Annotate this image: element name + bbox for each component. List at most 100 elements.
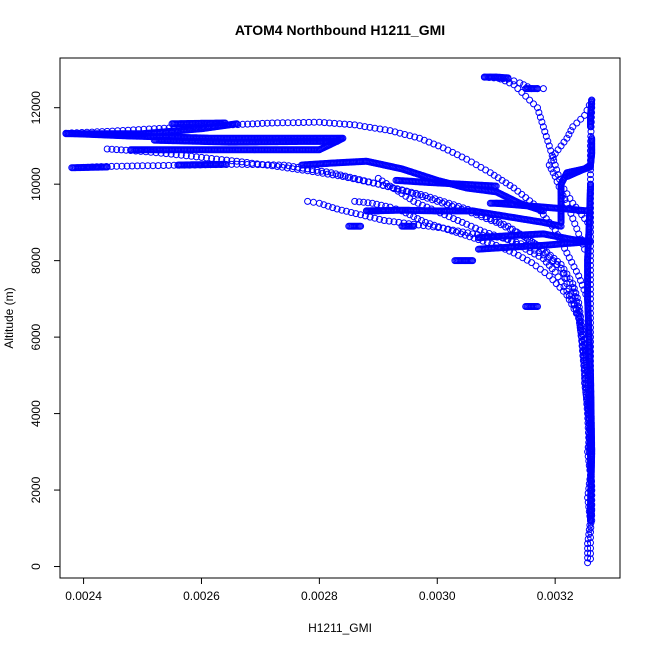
- data-point: [221, 160, 229, 168]
- y-tick-label: 2000: [29, 476, 43, 503]
- data-point: [343, 207, 350, 215]
- data-point: [467, 222, 475, 230]
- data-point: [577, 277, 584, 284]
- data-point: [492, 182, 500, 190]
- data-point: [534, 303, 541, 310]
- data-point: [552, 280, 560, 288]
- y-axis-label: Altitude (m): [2, 287, 16, 348]
- data-point: [339, 173, 347, 180]
- data-point: [430, 140, 438, 148]
- data-point: [243, 159, 251, 166]
- data-point: [118, 162, 126, 170]
- data-point: [438, 199, 446, 207]
- data-point: [573, 119, 581, 127]
- data-point: [425, 138, 433, 146]
- data-point: [341, 120, 349, 128]
- data-point: [294, 165, 301, 173]
- data-point: [368, 199, 376, 207]
- data-point: [309, 168, 317, 176]
- data-point: [133, 162, 141, 170]
- data-point: [588, 134, 596, 142]
- data-point: [248, 159, 256, 167]
- data-point: [587, 528, 594, 536]
- data-point: [548, 152, 556, 159]
- data-point: [587, 163, 594, 171]
- data-point: [274, 119, 281, 127]
- data-point: [577, 325, 585, 333]
- data-point: [448, 227, 456, 235]
- data-point: [428, 196, 436, 204]
- data-point: [149, 162, 157, 170]
- data-point: [284, 119, 292, 127]
- data-point: [113, 162, 121, 170]
- data-point: [254, 120, 261, 128]
- data-point: [371, 214, 379, 222]
- data-point: [454, 217, 462, 224]
- data-point: [504, 199, 512, 207]
- data-point: [539, 85, 547, 93]
- data-point: [545, 272, 553, 280]
- data-point: [587, 550, 594, 557]
- x-tick-label: 0.0026: [183, 589, 220, 603]
- data-point: [278, 163, 286, 171]
- data-point: [319, 169, 327, 177]
- data-point: [369, 179, 377, 187]
- data-point: [414, 191, 422, 199]
- data-point: [374, 174, 382, 182]
- data-point: [324, 170, 332, 178]
- data-point: [233, 120, 241, 128]
- data-point: [439, 224, 447, 232]
- data-point: [551, 161, 559, 169]
- data-point: [127, 146, 135, 154]
- data-point: [273, 163, 281, 170]
- x-axis-label: H1211_GMI: [308, 621, 372, 635]
- data-point: [463, 220, 471, 228]
- data-point: [347, 209, 355, 216]
- data-point: [458, 218, 466, 226]
- data-point: [518, 190, 526, 198]
- data-point: [532, 262, 540, 270]
- data-point: [333, 205, 341, 213]
- data-point: [406, 132, 414, 140]
- data-point: [423, 194, 431, 202]
- data-point: [409, 189, 417, 197]
- data-point: [268, 162, 276, 170]
- x-tick-label: 0.0028: [301, 589, 338, 603]
- data-point: [258, 119, 266, 127]
- data-point: [570, 284, 578, 292]
- data-point: [457, 230, 465, 238]
- data-point: [310, 118, 318, 126]
- data-point: [466, 233, 474, 241]
- data-point: [352, 210, 360, 218]
- data-point: [450, 215, 457, 223]
- data-point: [327, 169, 335, 177]
- data-point: [549, 276, 557, 284]
- data-point: [359, 177, 367, 185]
- data-point: [198, 153, 205, 161]
- data-point: [346, 121, 354, 128]
- data-point: [570, 288, 578, 296]
- data-point: [534, 104, 541, 112]
- data-point: [366, 123, 374, 131]
- data-point: [545, 142, 553, 150]
- data-point: [364, 199, 372, 207]
- data-point: [588, 96, 596, 104]
- y-tick-label: 6000: [29, 323, 43, 350]
- data-point: [418, 217, 425, 224]
- data-point: [351, 121, 359, 129]
- chart-title: ATOM4 Northbound H1211_GMI: [235, 22, 445, 38]
- y-tick-label: 0: [29, 563, 43, 570]
- data-point: [412, 189, 420, 197]
- y-tick-label: 10000: [29, 167, 43, 201]
- data-point: [376, 125, 384, 133]
- data-point: [360, 198, 368, 206]
- data-point: [356, 122, 364, 130]
- data-point: [577, 332, 585, 340]
- data-point: [430, 221, 438, 229]
- data-point: [522, 92, 530, 100]
- data-point: [165, 161, 173, 169]
- data-point: [544, 254, 552, 262]
- data-point: [587, 171, 594, 179]
- data-point: [357, 211, 365, 219]
- data-point: [380, 217, 388, 224]
